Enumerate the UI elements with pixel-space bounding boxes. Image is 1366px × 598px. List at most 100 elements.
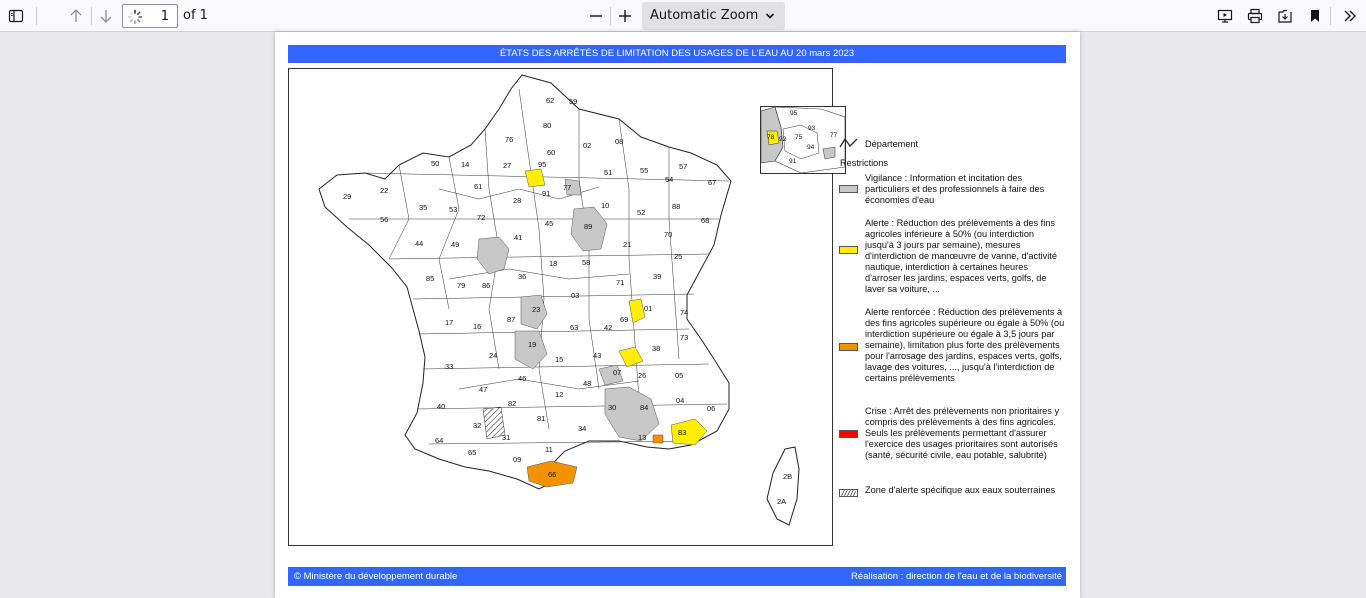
alerte-zone bbox=[670, 418, 708, 446]
svg-text:10: 10 bbox=[601, 201, 609, 210]
legend-item-text: Vigilance : Information et incitation de… bbox=[865, 173, 1045, 205]
alerte-renforcee-zone bbox=[652, 434, 664, 444]
toolbar-divider bbox=[36, 7, 37, 25]
svg-text:61: 61 bbox=[474, 182, 482, 191]
svg-text:56: 56 bbox=[380, 215, 388, 224]
legend-item-text: Zone d'alerte spécifique aux eaux souter… bbox=[865, 485, 1056, 495]
print-button[interactable] bbox=[1243, 4, 1267, 28]
svg-text:28: 28 bbox=[513, 196, 521, 205]
svg-text:11: 11 bbox=[545, 445, 553, 454]
svg-text:49: 49 bbox=[451, 240, 459, 249]
printer-icon bbox=[1247, 8, 1263, 24]
svg-text:47: 47 bbox=[479, 385, 487, 394]
svg-text:15: 15 bbox=[555, 355, 563, 364]
svg-text:2A: 2A bbox=[777, 497, 786, 506]
next-page-button[interactable] bbox=[94, 4, 118, 28]
alerte-zone bbox=[628, 298, 646, 324]
svg-text:69: 69 bbox=[620, 315, 628, 324]
svg-text:14: 14 bbox=[461, 160, 469, 169]
svg-text:91: 91 bbox=[542, 189, 550, 198]
svg-text:04: 04 bbox=[676, 396, 684, 405]
svg-text:43: 43 bbox=[593, 351, 601, 360]
svg-text:66: 66 bbox=[548, 470, 556, 479]
svg-text:41: 41 bbox=[514, 233, 522, 242]
svg-text:70: 70 bbox=[664, 230, 672, 239]
legend-restrictions-heading: Restrictions bbox=[840, 158, 888, 168]
svg-text:88: 88 bbox=[672, 202, 680, 211]
alerte-zone bbox=[618, 346, 644, 368]
svg-text:79: 79 bbox=[457, 281, 465, 290]
svg-text:18: 18 bbox=[549, 259, 557, 268]
svg-text:50: 50 bbox=[431, 159, 439, 168]
toolbar-divider bbox=[610, 7, 611, 25]
svg-text:68: 68 bbox=[701, 216, 709, 225]
svg-text:36: 36 bbox=[518, 272, 526, 281]
svg-text:60: 60 bbox=[547, 148, 555, 157]
legend-department: Département bbox=[838, 137, 1068, 151]
svg-text:63: 63 bbox=[570, 323, 578, 332]
vigilance-zone bbox=[604, 386, 660, 442]
svg-text:32: 32 bbox=[473, 421, 481, 430]
svg-text:76: 76 bbox=[505, 135, 513, 144]
double-chevron-right-icon bbox=[1344, 10, 1356, 22]
zoom-in-button[interactable] bbox=[613, 4, 637, 28]
legend-item-groundwater: Zone d'alerte spécifique aux eaux souter… bbox=[838, 485, 1068, 509]
svg-text:17: 17 bbox=[445, 318, 453, 327]
svg-text:54: 54 bbox=[665, 175, 673, 184]
previous-page-button[interactable] bbox=[64, 4, 88, 28]
svg-text:31: 31 bbox=[502, 433, 510, 442]
svg-text:64: 64 bbox=[435, 436, 443, 445]
svg-text:62: 62 bbox=[546, 96, 554, 105]
chevron-down-icon bbox=[765, 13, 775, 19]
vigilance-zone bbox=[476, 236, 510, 275]
zoom-select-value: Automatic Zoom bbox=[650, 8, 759, 23]
svg-text:48: 48 bbox=[583, 379, 591, 388]
alerte-renforcee-zone bbox=[526, 460, 578, 488]
svg-text:87: 87 bbox=[507, 315, 515, 324]
crise-swatch bbox=[839, 430, 858, 438]
svg-text:44: 44 bbox=[415, 239, 423, 248]
svg-text:21: 21 bbox=[623, 240, 631, 249]
vigilance-zone bbox=[570, 206, 608, 252]
legend-item-vigilance: Vigilance : Information et incitation de… bbox=[838, 173, 1068, 207]
legend-department-label: Département bbox=[865, 139, 919, 149]
svg-text:86: 86 bbox=[482, 281, 490, 290]
svg-text:85: 85 bbox=[426, 274, 434, 283]
loading-spinner-icon bbox=[127, 9, 143, 25]
legend-item-crise: Crise : Arrêt des prélèvements non prior… bbox=[838, 406, 1068, 476]
page-number-input[interactable]: 1 bbox=[122, 4, 178, 28]
alerte-zone bbox=[524, 168, 546, 188]
svg-text:77: 77 bbox=[563, 183, 571, 192]
svg-text:06: 06 bbox=[707, 404, 715, 413]
svg-text:89: 89 bbox=[584, 222, 592, 231]
groundwater-zone bbox=[482, 406, 506, 440]
zoom-select[interactable]: Automatic Zoom bbox=[642, 2, 785, 30]
svg-text:78: 78 bbox=[767, 134, 775, 141]
svg-text:71: 71 bbox=[616, 278, 624, 287]
tools-menu-button[interactable] bbox=[1338, 4, 1362, 28]
department-line-icon bbox=[839, 137, 858, 148]
legend-item-text: Crise : Arrêt des prélèvements non prior… bbox=[865, 406, 1060, 460]
page-number-value: 1 bbox=[160, 9, 169, 24]
hatch-swatch bbox=[839, 489, 858, 497]
zoom-out-button[interactable] bbox=[584, 4, 608, 28]
svg-text:80: 80 bbox=[543, 121, 551, 130]
svg-text:24: 24 bbox=[489, 351, 497, 360]
paris-inset-map: 95 93 77 75 92 94 78 91 bbox=[760, 106, 846, 174]
svg-text:09: 09 bbox=[513, 455, 521, 464]
save-button[interactable] bbox=[1273, 4, 1297, 28]
svg-text:03: 03 bbox=[571, 291, 579, 300]
svg-text:23: 23 bbox=[532, 305, 540, 314]
sidebar-toggle-button[interactable] bbox=[4, 4, 28, 28]
svg-text:38: 38 bbox=[652, 344, 660, 353]
presentation-icon bbox=[1217, 9, 1233, 23]
svg-text:30: 30 bbox=[608, 403, 616, 412]
bookmark-button[interactable] bbox=[1303, 4, 1327, 28]
svg-text:75: 75 bbox=[795, 134, 803, 141]
svg-text:93: 93 bbox=[808, 125, 816, 132]
department-number-labels: 62 59 80 76 60 02 08 50 14 27 95 51 55 5… bbox=[343, 96, 792, 506]
arrow-down-icon bbox=[100, 10, 112, 23]
presentation-mode-button[interactable] bbox=[1213, 4, 1237, 28]
corsica-shape bbox=[766, 446, 800, 526]
svg-text:67: 67 bbox=[708, 178, 716, 187]
